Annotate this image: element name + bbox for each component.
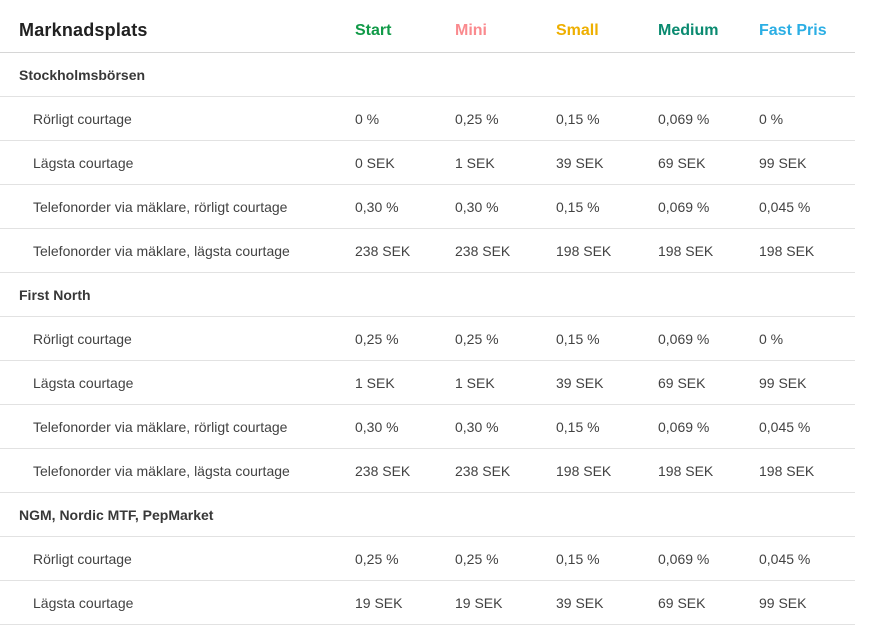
cell-value: 238 SEK <box>355 242 411 259</box>
cell-value: 0,069 % <box>658 110 710 127</box>
cell-value: 1 SEK <box>355 374 395 391</box>
section-header-first-north: First North <box>0 273 855 317</box>
cell-value: 0,045 % <box>759 198 811 215</box>
cell-value: 198 SEK <box>658 462 714 479</box>
cell-value: 39 SEK <box>556 374 604 391</box>
pricing-table: Marknadsplats Start Mini Small Medium Fa… <box>0 0 855 625</box>
cell-value: 0,069 % <box>658 550 710 567</box>
table-row: Telefonorder via mäklare, rörligt courta… <box>0 185 855 229</box>
cell-value: 1 SEK <box>455 374 495 391</box>
cell-value: 0,25 % <box>355 330 399 347</box>
cell-value: 198 SEK <box>658 242 714 259</box>
cell-value: 69 SEK <box>658 154 706 171</box>
cell-value: 0 % <box>759 110 784 127</box>
cell-value: 198 SEK <box>759 242 815 259</box>
cell-value: 0,15 % <box>556 198 600 215</box>
cell-value: 39 SEK <box>556 154 604 171</box>
section-title: Stockholmsbörsen <box>19 66 146 83</box>
row-label: Lägsta courtage <box>33 594 134 611</box>
row-label: Rörligt courtage <box>33 110 132 127</box>
page-title: Marknadsplats <box>19 20 148 40</box>
column-header-medium: Medium <box>658 21 719 39</box>
section-header-ngm: NGM, Nordic MTF, PepMarket <box>0 493 855 537</box>
table-row: Rörligt courtage 0,25 % 0,25 % 0,15 % 0,… <box>0 537 855 581</box>
cell-value: 0,15 % <box>556 418 600 435</box>
cell-value: 0 % <box>355 110 380 127</box>
row-label: Lägsta courtage <box>33 154 134 171</box>
row-label: Telefonorder via mäklare, rörligt courta… <box>33 198 288 215</box>
section-title: First North <box>19 286 91 303</box>
table-row: Telefonorder via mäklare, lägsta courtag… <box>0 229 855 273</box>
cell-value: 19 SEK <box>355 594 403 611</box>
cell-value: 99 SEK <box>759 594 807 611</box>
cell-value: 69 SEK <box>658 594 706 611</box>
row-label: Telefonorder via mäklare, lägsta courtag… <box>33 242 290 259</box>
cell-value: 0,15 % <box>556 330 600 347</box>
cell-value: 0,30 % <box>355 198 399 215</box>
cell-value: 0,30 % <box>455 418 499 435</box>
cell-value: 19 SEK <box>455 594 503 611</box>
cell-value: 0,25 % <box>455 330 499 347</box>
cell-value: 238 SEK <box>455 462 511 479</box>
cell-value: 198 SEK <box>556 242 612 259</box>
cell-value: 99 SEK <box>759 154 807 171</box>
section-header-stockholmsborsen: Stockholmsbörsen <box>0 53 855 97</box>
cell-value: 0,15 % <box>556 550 600 567</box>
column-header-start: Start <box>355 21 392 39</box>
cell-value: 0,30 % <box>455 198 499 215</box>
cell-value: 99 SEK <box>759 374 807 391</box>
cell-value: 0,30 % <box>355 418 399 435</box>
cell-value: 39 SEK <box>556 594 604 611</box>
cell-value: 0,045 % <box>759 418 811 435</box>
cell-value: 0,069 % <box>658 330 710 347</box>
cell-value: 0,25 % <box>355 550 399 567</box>
table-row: Lägsta courtage 0 SEK 1 SEK 39 SEK 69 SE… <box>0 141 855 185</box>
cell-value: 238 SEK <box>355 462 411 479</box>
table-row: Lägsta courtage 1 SEK 1 SEK 39 SEK 69 SE… <box>0 361 855 405</box>
row-label: Rörligt courtage <box>33 550 132 567</box>
row-label: Telefonorder via mäklare, lägsta courtag… <box>33 462 290 479</box>
column-header-mini: Mini <box>455 21 487 39</box>
table-header-row: Marknadsplats Start Mini Small Medium Fa… <box>0 0 855 53</box>
table-row: Rörligt courtage 0 % 0,25 % 0,15 % 0,069… <box>0 97 855 141</box>
cell-value: 0,045 % <box>759 550 811 567</box>
cell-value: 0,25 % <box>455 550 499 567</box>
cell-value: 0,069 % <box>658 418 710 435</box>
table-row: Lägsta courtage 19 SEK 19 SEK 39 SEK 69 … <box>0 581 855 625</box>
cell-value: 0,15 % <box>556 110 600 127</box>
table-row: Telefonorder via mäklare, rörligt courta… <box>0 405 855 449</box>
cell-value: 0 SEK <box>355 154 395 171</box>
section-title: NGM, Nordic MTF, PepMarket <box>19 506 214 523</box>
cell-value: 0,069 % <box>658 198 710 215</box>
cell-value: 198 SEK <box>759 462 815 479</box>
cell-value: 0 % <box>759 330 784 347</box>
row-label: Lägsta courtage <box>33 374 134 391</box>
cell-value: 238 SEK <box>455 242 511 259</box>
table-row: Rörligt courtage 0,25 % 0,25 % 0,15 % 0,… <box>0 317 855 361</box>
cell-value: 0,25 % <box>455 110 499 127</box>
row-label: Telefonorder via mäklare, rörligt courta… <box>33 418 288 435</box>
row-label: Rörligt courtage <box>33 330 132 347</box>
table-row: Telefonorder via mäklare, lägsta courtag… <box>0 449 855 493</box>
cell-value: 198 SEK <box>556 462 612 479</box>
cell-value: 1 SEK <box>455 154 495 171</box>
column-header-small: Small <box>556 21 599 39</box>
cell-value: 69 SEK <box>658 374 706 391</box>
column-header-fast-pris: Fast Pris <box>759 21 827 39</box>
